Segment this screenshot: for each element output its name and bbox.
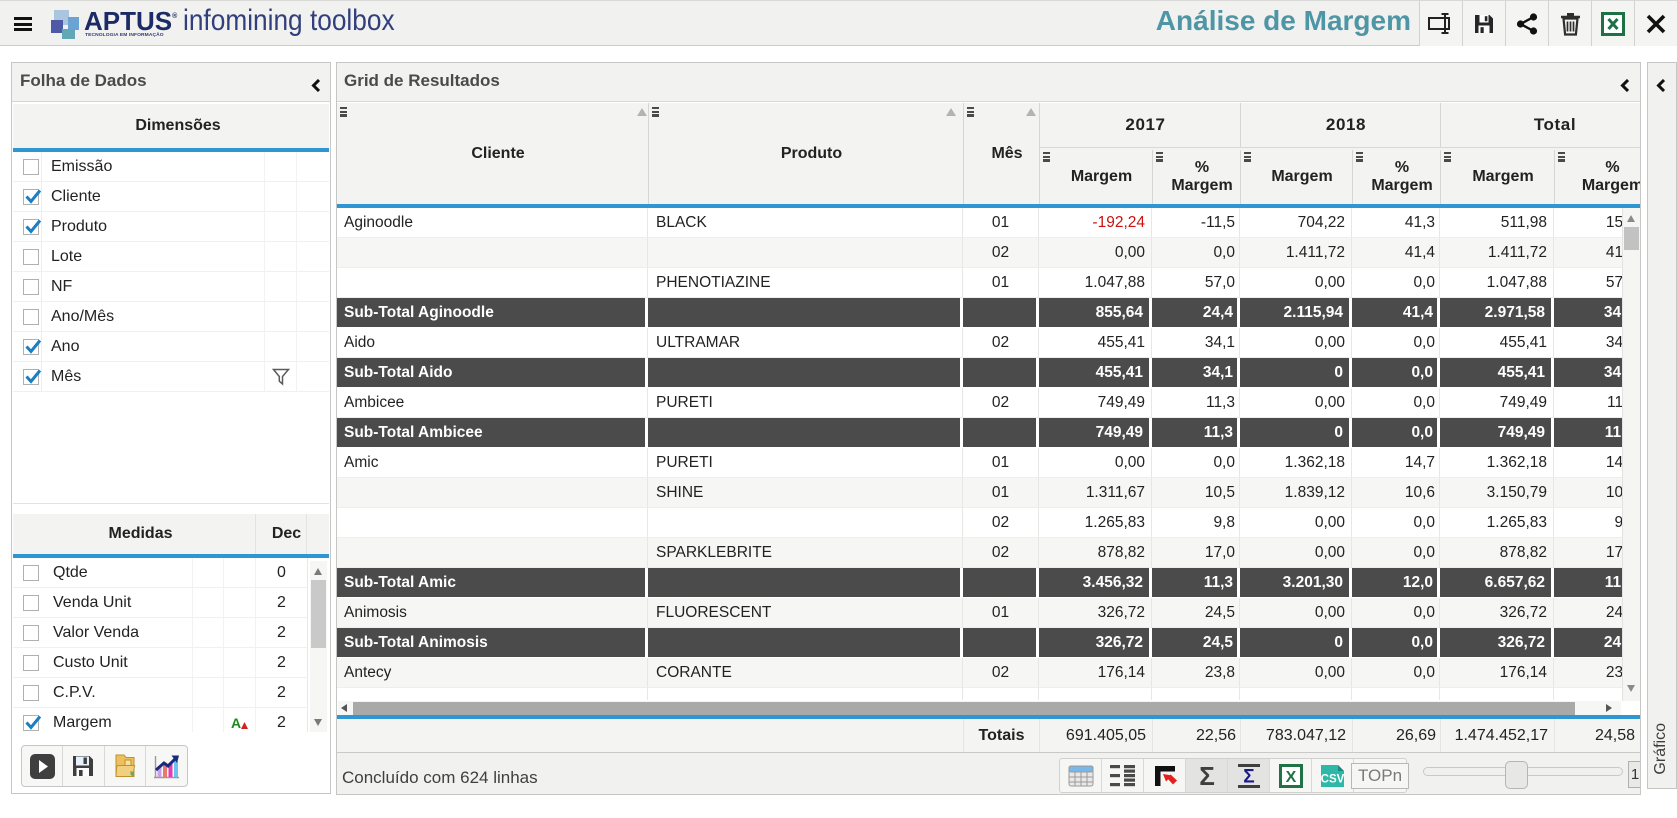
svg-text:CSV: CSV [1321, 773, 1345, 785]
svg-text:A: A [231, 715, 241, 730]
svg-text:X: X [1285, 769, 1296, 786]
svg-text:Σ: Σ [1243, 766, 1254, 787]
svg-text:Σ: Σ [1199, 764, 1215, 788]
